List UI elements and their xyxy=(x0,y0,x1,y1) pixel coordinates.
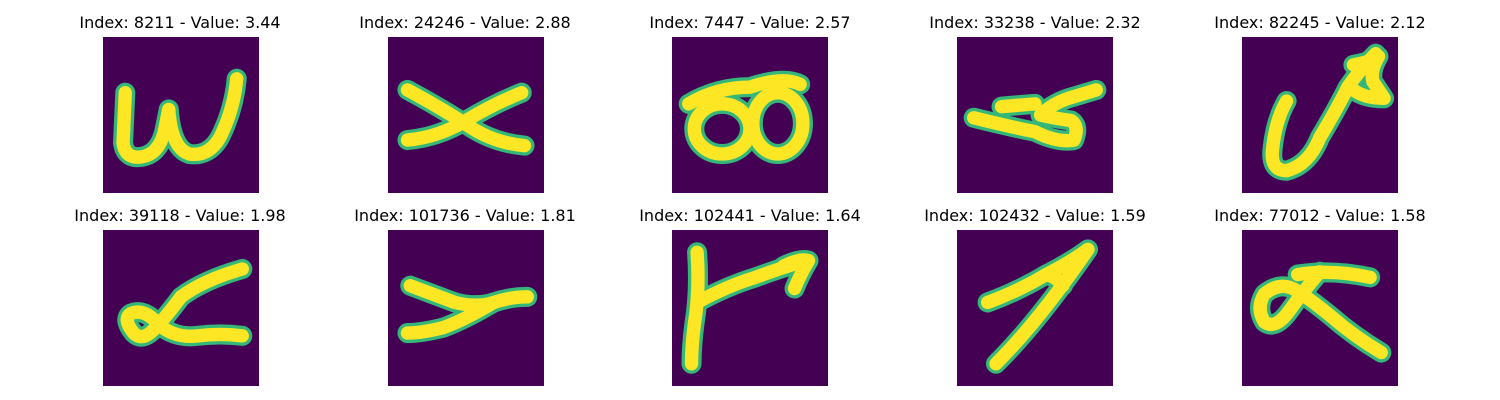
digit-image-oo xyxy=(672,37,828,193)
digit-image-x xyxy=(388,37,544,193)
digit-image-alpha-cross xyxy=(1242,230,1398,386)
digit-image-alpha xyxy=(103,230,259,386)
panel-title: Index: 101736 - Value: 1.81 xyxy=(354,206,576,225)
panel-title: Index: 8211 - Value: 3.44 xyxy=(79,13,281,32)
digit-image-y xyxy=(388,230,544,386)
panel-title: Index: 77012 - Value: 1.58 xyxy=(1214,206,1426,225)
panel-title: Index: 102432 - Value: 1.59 xyxy=(924,206,1146,225)
panel-title: Index: 33238 - Value: 2.32 xyxy=(929,13,1141,32)
digit-image-arrow-seven xyxy=(957,230,1113,386)
panel-title: Index: 7447 - Value: 2.57 xyxy=(649,13,851,32)
panel-title: Index: 102441 - Value: 1.64 xyxy=(639,206,861,225)
digit-image-stroke xyxy=(957,37,1113,193)
panel-title: Index: 39118 - Value: 1.98 xyxy=(74,206,286,225)
panel-title: Index: 82245 - Value: 2.12 xyxy=(1214,13,1426,32)
digit-image-y-arrow xyxy=(672,230,828,386)
digit-image-w xyxy=(103,37,259,193)
panel-title: Index: 24246 - Value: 2.88 xyxy=(359,13,571,32)
digit-image-loop-arrow xyxy=(1242,37,1398,193)
